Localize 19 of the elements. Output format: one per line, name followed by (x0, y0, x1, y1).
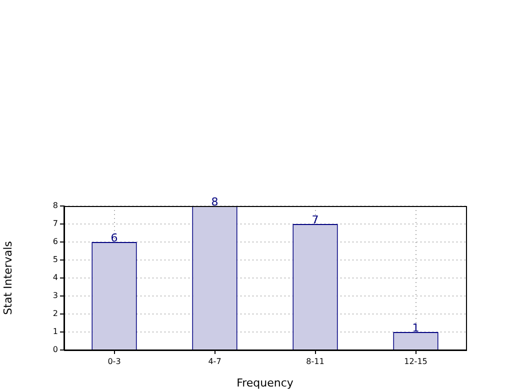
y-tick-label: 1 (52, 327, 58, 336)
y-tick-label: 0 (52, 345, 58, 354)
y-tick-label: 8 (52, 201, 58, 210)
data-label: 6 (110, 231, 118, 244)
x-tick-label: 12-15 (404, 356, 428, 366)
y-axis-title: Stat Intervals (1, 240, 14, 315)
data-label: 8 (211, 195, 218, 208)
y-tick-label: 5 (52, 255, 58, 264)
data-label: 7 (312, 213, 319, 226)
x-tick-label: 0-3 (108, 356, 121, 366)
y-tick-label: 7 (52, 219, 58, 228)
data-label: 1 (412, 321, 420, 334)
y-tick-label: 3 (52, 291, 58, 300)
y-tick-label: 6 (52, 237, 58, 246)
y-tick-label: 4 (52, 273, 58, 282)
y-tick-label: 2 (52, 309, 58, 318)
x-tick-label: 4-7 (208, 356, 222, 366)
x-axis-title: Frequency (236, 376, 294, 390)
x-tick-label: 8-11 (306, 356, 324, 366)
